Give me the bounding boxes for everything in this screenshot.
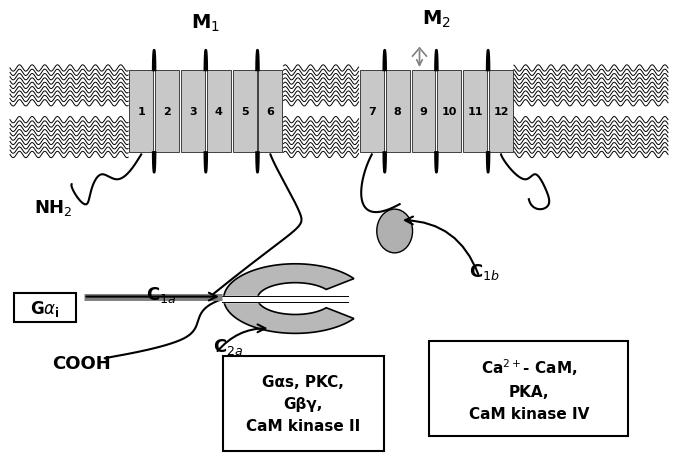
Text: 3: 3 bbox=[189, 107, 197, 117]
Bar bbox=[181, 71, 205, 153]
Text: 11: 11 bbox=[467, 107, 483, 117]
Bar bbox=[437, 71, 461, 153]
Text: 2: 2 bbox=[163, 107, 171, 117]
Text: M$_2$: M$_2$ bbox=[422, 9, 451, 30]
Bar bbox=[258, 71, 282, 153]
Ellipse shape bbox=[377, 210, 412, 253]
Text: Gαs, PKC,
Gβγ,
CaM kinase II: Gαs, PKC, Gβγ, CaM kinase II bbox=[246, 374, 360, 433]
Text: Ca$^{2+}$- CaM,
PKA,
CaM kinase IV: Ca$^{2+}$- CaM, PKA, CaM kinase IV bbox=[468, 356, 589, 421]
Text: NH$_2$: NH$_2$ bbox=[35, 198, 73, 218]
Bar bbox=[412, 71, 435, 153]
Text: 8: 8 bbox=[394, 107, 401, 117]
Bar bbox=[155, 71, 179, 153]
Text: 9: 9 bbox=[420, 107, 427, 117]
Bar bbox=[463, 71, 487, 153]
Text: M$_1$: M$_1$ bbox=[191, 12, 220, 34]
Bar bbox=[129, 71, 153, 153]
Bar bbox=[207, 71, 231, 153]
Polygon shape bbox=[224, 264, 354, 334]
Bar bbox=[14, 293, 76, 323]
Text: 4: 4 bbox=[215, 107, 222, 117]
Text: G$\alpha_{\mathbf{i}}$: G$\alpha_{\mathbf{i}}$ bbox=[30, 298, 60, 318]
Bar bbox=[429, 341, 629, 436]
Text: COOH: COOH bbox=[52, 354, 111, 372]
Text: 12: 12 bbox=[494, 107, 508, 117]
Bar bbox=[489, 71, 513, 153]
Text: 10: 10 bbox=[441, 107, 457, 117]
Text: 5: 5 bbox=[241, 107, 248, 117]
Text: C$_{1b}$: C$_{1b}$ bbox=[469, 261, 500, 281]
Text: 1: 1 bbox=[138, 107, 145, 117]
Text: C$_{1a}$: C$_{1a}$ bbox=[146, 284, 176, 304]
Bar bbox=[386, 71, 410, 153]
Text: 7: 7 bbox=[368, 107, 376, 117]
Bar bbox=[233, 71, 256, 153]
Bar bbox=[360, 71, 384, 153]
Bar bbox=[222, 357, 384, 451]
Text: C$_{2a}$: C$_{2a}$ bbox=[213, 336, 243, 357]
Text: 6: 6 bbox=[266, 107, 275, 117]
